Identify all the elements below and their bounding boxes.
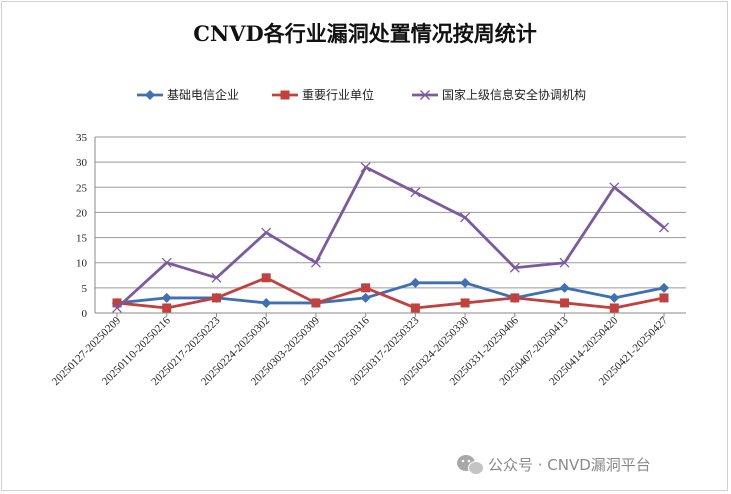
data-point (261, 227, 272, 238)
y-tick-labels: 0 5 10 15 20 25 30 35 (76, 132, 88, 320)
data-point (162, 303, 172, 313)
data-point (609, 292, 620, 303)
legend-label: 基础电信企业 (167, 87, 239, 102)
data-point (609, 182, 620, 193)
data-point (510, 293, 520, 303)
legend-label: 重要行业单位 (302, 87, 374, 102)
legend-marker (280, 90, 290, 100)
data-point (410, 277, 421, 288)
legend-marker (420, 90, 430, 100)
data-point (659, 293, 669, 303)
data-point (112, 303, 122, 313)
legend-marker (145, 90, 155, 100)
data-point (460, 277, 471, 288)
data-point (360, 162, 371, 173)
data-point (460, 298, 470, 308)
data-point (161, 292, 172, 303)
grid-lines (95, 136, 686, 314)
y-tick-label: 0 (82, 308, 88, 320)
legend-label: 国家上级信息安全协调机构 (442, 87, 586, 102)
data-point (659, 222, 669, 233)
y-tick-label: 35 (76, 132, 88, 144)
chart-title: CNVD各行业漏洞处置情况按周统计 (193, 21, 536, 46)
y-tick-label: 10 (76, 258, 88, 270)
series-group (112, 162, 669, 313)
data-point (361, 283, 371, 293)
data-point (310, 257, 321, 268)
y-tick-label: 30 (76, 157, 88, 169)
data-point (161, 257, 172, 268)
y-tick-label: 20 (76, 207, 88, 219)
series-3 (112, 162, 669, 313)
series-2 (112, 273, 669, 313)
data-point (560, 298, 570, 308)
data-point (410, 187, 421, 198)
series-line (116, 281, 665, 305)
legend-item-1: 基础电信企业 (137, 87, 239, 102)
y-tick-label: 25 (76, 182, 88, 194)
watermark: 公众号 · CNVD漏洞平台 (457, 455, 651, 475)
wechat-icon (457, 455, 484, 475)
data-point (659, 282, 669, 293)
data-point (112, 298, 122, 308)
data-point (559, 257, 570, 268)
x-tick-labels: 20250127-2025020920250110-20250216202502… (50, 314, 671, 388)
legend: 基础电信企业 重要行业单位 国家上级信息安全协调机构 (137, 87, 586, 102)
watermark-text: 公众号 · CNVD漏洞平台 (488, 456, 651, 474)
series-line (116, 276, 665, 310)
data-point (509, 262, 520, 273)
data-point (211, 293, 221, 303)
data-point (360, 292, 371, 303)
data-point (410, 303, 420, 313)
legend-item-2: 重要行业单位 (272, 87, 374, 102)
y-tick-label: 5 (82, 283, 88, 295)
y-tick-label: 15 (76, 233, 88, 245)
axes (94, 137, 686, 317)
data-point (460, 212, 471, 223)
legend-item-3: 国家上级信息安全协调机构 (412, 87, 586, 102)
data-point (609, 303, 619, 313)
series-line (116, 165, 665, 310)
data-point (261, 297, 272, 308)
data-point (261, 273, 271, 283)
data-point (211, 272, 222, 283)
data-point (311, 298, 321, 308)
data-point (559, 282, 570, 293)
